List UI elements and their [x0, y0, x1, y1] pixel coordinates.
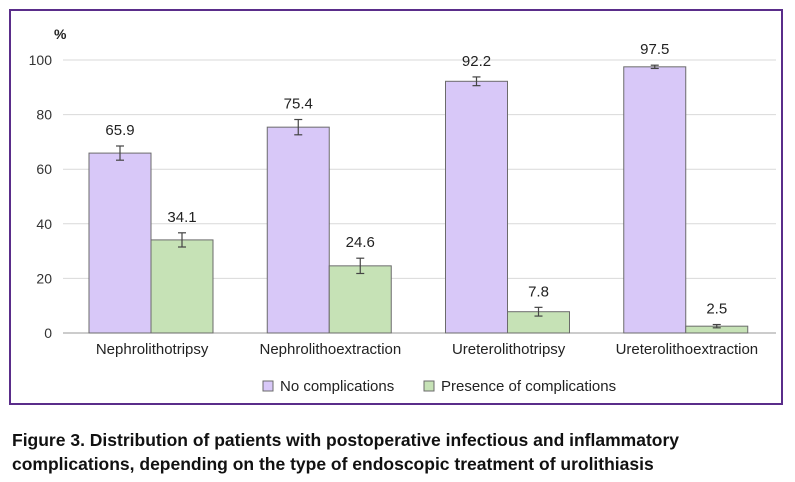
y-tick-label: 60: [36, 161, 52, 177]
data-label: 75.4: [284, 96, 313, 113]
legend-swatch: [262, 380, 274, 392]
y-tick-label: 20: [36, 270, 52, 286]
x-tick-label: Ureterolithoextraction: [616, 341, 759, 358]
y-axis-label: %: [54, 26, 67, 42]
x-tick-label: Nephrolithotripsy: [96, 341, 209, 358]
data-label: 97.5: [640, 41, 669, 58]
data-label: 34.1: [167, 209, 196, 226]
data-label: 7.8: [528, 283, 549, 300]
data-label: 65.9: [105, 122, 134, 139]
data-label: 24.6: [346, 234, 375, 251]
legend-swatch: [423, 380, 435, 392]
y-tick-label: 0: [44, 325, 52, 341]
x-tick-label: Ureterolithotripsy: [452, 341, 566, 358]
bar: [623, 66, 687, 334]
y-tick-label: 100: [29, 52, 53, 68]
bar: [328, 265, 392, 334]
data-label: 92.2: [462, 53, 491, 70]
bar-chart: % 0 20 40 60 80 100 65.9 34.1 75.4 24.6 92.2 7.8 97…: [29, 26, 776, 395]
legend-label: No complications: [280, 378, 394, 395]
figure-caption: Figure 3. Distribution of patients with …: [12, 430, 680, 474]
data-label: 2.5: [706, 301, 727, 318]
bar: [445, 80, 508, 334]
legend-label: Presence of complications: [441, 378, 616, 395]
bar: [150, 239, 214, 334]
bar: [266, 126, 330, 334]
x-tick-label: Nephrolithoextraction: [260, 341, 402, 358]
bar: [88, 152, 152, 334]
y-tick-label: 80: [36, 107, 52, 123]
y-tick-label: 40: [36, 216, 52, 232]
